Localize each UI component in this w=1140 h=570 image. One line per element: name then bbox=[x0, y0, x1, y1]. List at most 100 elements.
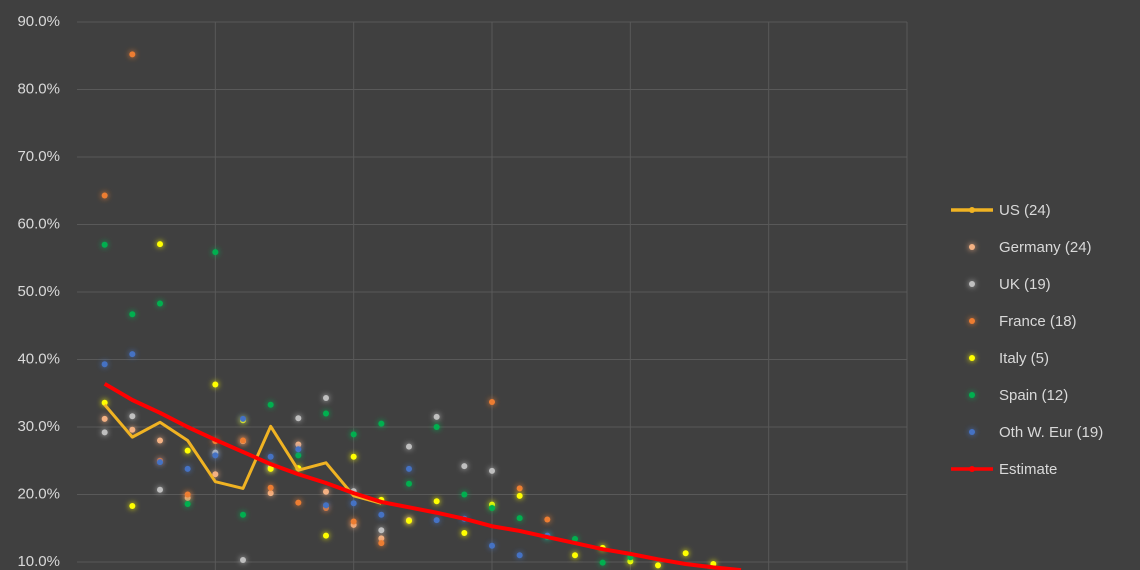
point bbox=[212, 249, 219, 256]
legend-label: France (18) bbox=[999, 313, 1077, 330]
y-tick-label: 30.0% bbox=[17, 418, 60, 435]
y-tick-label: 50.0% bbox=[17, 283, 60, 300]
point bbox=[406, 443, 412, 450]
point bbox=[295, 415, 302, 422]
legend-swatch bbox=[969, 355, 975, 361]
point bbox=[212, 471, 219, 478]
point bbox=[129, 51, 136, 58]
point bbox=[101, 429, 108, 436]
point bbox=[129, 413, 136, 420]
legend-swatch bbox=[969, 207, 975, 213]
point bbox=[240, 556, 246, 563]
point bbox=[489, 542, 495, 549]
point bbox=[184, 447, 191, 454]
point bbox=[378, 511, 385, 518]
point bbox=[212, 452, 219, 459]
legend-swatch bbox=[969, 244, 975, 250]
point bbox=[101, 241, 108, 248]
point bbox=[489, 505, 495, 511]
legend-label: Oth W. Eur (19) bbox=[999, 424, 1103, 441]
y-tick-label: 10.0% bbox=[17, 553, 60, 570]
legend-label: UK (19) bbox=[999, 276, 1051, 293]
point bbox=[516, 552, 523, 559]
point bbox=[461, 463, 468, 470]
point bbox=[323, 394, 329, 401]
point bbox=[323, 488, 329, 495]
point bbox=[378, 540, 385, 547]
legend-swatch bbox=[969, 318, 975, 324]
point bbox=[599, 559, 606, 566]
legend-label: Estimate bbox=[999, 461, 1057, 478]
point bbox=[406, 517, 412, 524]
legend-label: US (24) bbox=[999, 202, 1051, 219]
point bbox=[378, 527, 385, 534]
point bbox=[516, 492, 523, 499]
point bbox=[267, 490, 274, 497]
point bbox=[184, 500, 191, 507]
point bbox=[682, 550, 689, 557]
point bbox=[129, 311, 136, 318]
legend-label: Italy (5) bbox=[999, 350, 1049, 367]
point bbox=[267, 465, 274, 472]
plot-area bbox=[101, 51, 742, 570]
point bbox=[572, 536, 578, 543]
point bbox=[267, 401, 274, 408]
legend-swatch bbox=[969, 392, 975, 398]
y-tick-label: 20.0% bbox=[17, 485, 60, 502]
line bbox=[103, 403, 382, 505]
point bbox=[489, 399, 495, 406]
point bbox=[323, 532, 329, 539]
y-tick-label: 60.0% bbox=[17, 215, 60, 232]
point bbox=[101, 415, 108, 422]
point bbox=[323, 410, 329, 417]
point bbox=[406, 465, 412, 472]
point bbox=[461, 491, 468, 498]
point bbox=[129, 502, 136, 509]
point bbox=[295, 452, 302, 459]
point bbox=[184, 491, 191, 498]
point bbox=[378, 420, 385, 427]
y-tick-label: 90.0% bbox=[17, 13, 60, 30]
point bbox=[295, 499, 302, 506]
point bbox=[157, 300, 163, 307]
line bbox=[103, 382, 742, 570]
legend-label: Spain (12) bbox=[999, 387, 1068, 404]
point bbox=[516, 485, 523, 492]
point bbox=[267, 484, 274, 491]
point bbox=[350, 518, 357, 525]
point bbox=[433, 424, 440, 430]
point bbox=[433, 413, 440, 420]
point bbox=[378, 535, 385, 542]
point bbox=[350, 453, 357, 460]
point bbox=[129, 426, 136, 433]
point bbox=[350, 500, 357, 507]
y-tick-label: 70.0% bbox=[17, 148, 60, 165]
point bbox=[157, 486, 163, 493]
point bbox=[572, 552, 578, 559]
point bbox=[240, 437, 246, 444]
point bbox=[406, 480, 412, 487]
point bbox=[295, 441, 302, 448]
point bbox=[101, 192, 108, 199]
point bbox=[129, 351, 136, 358]
legend-swatch bbox=[969, 429, 975, 435]
point bbox=[212, 381, 219, 388]
point bbox=[461, 529, 468, 536]
y-tick-label: 40.0% bbox=[17, 350, 60, 367]
point bbox=[184, 465, 191, 472]
point bbox=[157, 437, 163, 444]
legend-swatch bbox=[969, 466, 975, 472]
point bbox=[350, 431, 357, 438]
point bbox=[323, 502, 329, 509]
point bbox=[655, 562, 661, 569]
legend-swatch bbox=[969, 281, 975, 287]
point bbox=[157, 459, 163, 466]
y-tick-label: 80.0% bbox=[17, 80, 60, 97]
point bbox=[157, 241, 163, 248]
point bbox=[433, 498, 440, 505]
point bbox=[489, 467, 495, 474]
point bbox=[516, 515, 523, 522]
point bbox=[240, 511, 246, 518]
point bbox=[433, 517, 440, 524]
